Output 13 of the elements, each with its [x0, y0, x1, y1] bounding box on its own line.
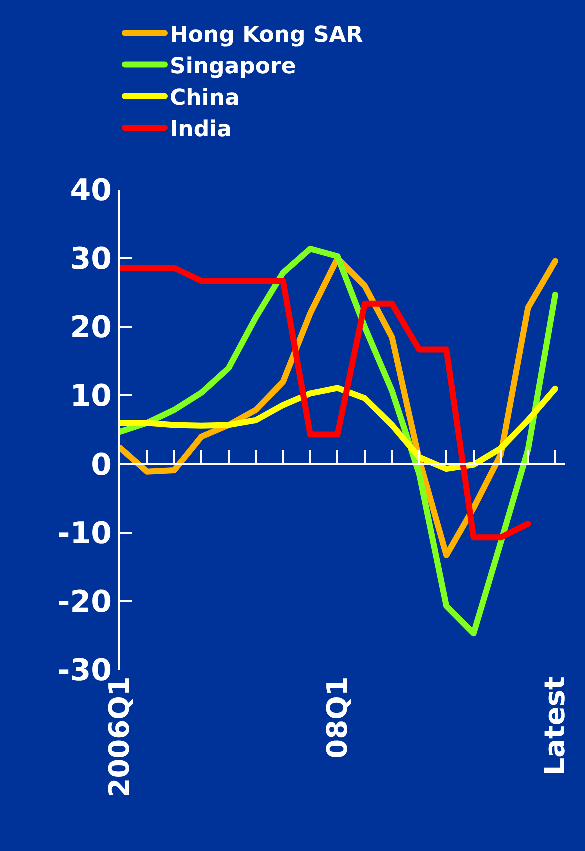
legend-label: India: [170, 118, 232, 143]
y-tick-label: 40: [70, 174, 112, 208]
y-tick-label: -20: [58, 584, 112, 620]
y-tick-label: 30: [70, 242, 112, 278]
x-tick-label: Latest: [538, 676, 572, 776]
legend-label: Singapore: [170, 54, 296, 80]
y-tick-label: 0: [91, 448, 112, 483]
legend-label: Hong Kong SAR: [170, 22, 364, 48]
y-tick-label: 20: [70, 310, 112, 346]
legend-label: China: [170, 86, 240, 111]
x-tick-label: 08Q1: [320, 676, 354, 759]
y-tick-label: 10: [70, 379, 112, 414]
y-tick-label: -10: [58, 516, 112, 552]
